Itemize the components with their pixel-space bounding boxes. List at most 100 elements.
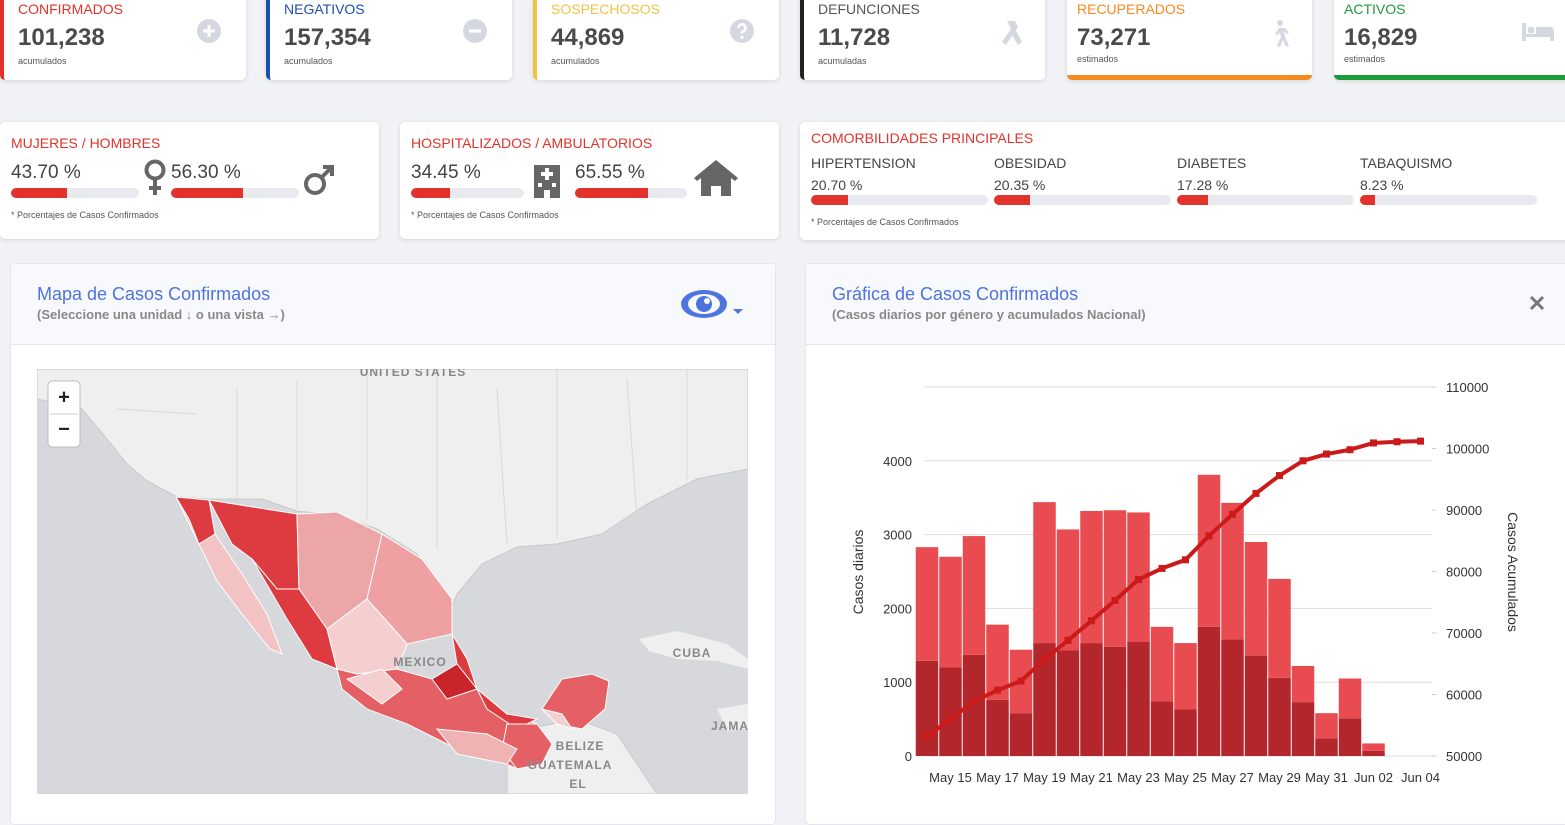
card-value: 44,869 bbox=[551, 24, 625, 51]
panel-subtitle: (Casos diarios por género y acumulados N… bbox=[832, 307, 1146, 322]
progress-track bbox=[1360, 195, 1537, 205]
map-label: MEXICO bbox=[393, 655, 446, 669]
x-tick-label: May 19 bbox=[1023, 770, 1066, 785]
bar bbox=[1197, 626, 1221, 756]
bar bbox=[1315, 713, 1338, 739]
view-selector[interactable] bbox=[679, 287, 749, 321]
percent-label: 17.28 % bbox=[1177, 177, 1229, 193]
bar bbox=[1056, 650, 1080, 756]
bar bbox=[915, 660, 939, 756]
line-marker bbox=[1158, 564, 1166, 572]
line-marker bbox=[1135, 575, 1142, 583]
y2-tick-label: 60000 bbox=[1446, 688, 1482, 703]
x-tick-label: May 23 bbox=[1117, 770, 1160, 785]
panel-subtitle: (Seleccione una unidad ↓ o una vista →) bbox=[37, 307, 285, 322]
female-icon bbox=[144, 159, 166, 195]
question-icon bbox=[730, 19, 754, 43]
x-tick-label: Jun 04 bbox=[1401, 770, 1440, 785]
bar bbox=[1174, 643, 1197, 710]
hospital-panel: HOSPITALIZADOS / AMBULATORIOS 34.45 % 65… bbox=[400, 122, 779, 239]
panel-note: * Porcentajes de Casos Confirmados bbox=[411, 210, 559, 220]
comorbidity-name: OBESIDAD bbox=[994, 155, 1067, 171]
progress-fill bbox=[1360, 195, 1375, 205]
zoom-in[interactable]: + bbox=[58, 386, 70, 408]
bar bbox=[915, 547, 939, 661]
bar bbox=[962, 654, 986, 756]
stat-card: DEFUNCIONES 11,728 acumuladas bbox=[800, 0, 1045, 80]
y2-tick-label: 80000 bbox=[1446, 565, 1482, 580]
map[interactable]: + − UNITED STATES MEXICO CUBA BELIZE GUA… bbox=[37, 369, 748, 794]
card-label: ACTIVOS bbox=[1344, 1, 1406, 17]
x-tick-label: May 31 bbox=[1305, 770, 1348, 785]
line-marker bbox=[1017, 677, 1025, 685]
card-value: 16,829 bbox=[1344, 24, 1418, 51]
bar bbox=[1362, 743, 1385, 751]
bar bbox=[1009, 713, 1033, 756]
bar bbox=[939, 667, 962, 756]
bar bbox=[1127, 641, 1150, 756]
zoom-out[interactable]: − bbox=[58, 418, 70, 440]
minus-icon bbox=[463, 19, 487, 43]
bed-icon bbox=[1522, 23, 1554, 41]
male-icon bbox=[304, 165, 334, 195]
progress-track bbox=[811, 195, 988, 205]
line bbox=[925, 439, 1421, 738]
comorbidity-name: TABAQUISMO bbox=[1360, 155, 1453, 171]
x-tick-label: May 21 bbox=[1070, 770, 1113, 785]
comorbidity-name: HIPERTENSION bbox=[811, 155, 916, 171]
line-marker bbox=[1205, 532, 1213, 540]
progress-fill bbox=[1177, 195, 1208, 205]
y-tick-label: 3000 bbox=[883, 528, 912, 543]
card-value: 157,354 bbox=[284, 24, 371, 51]
plus-icon bbox=[197, 19, 221, 43]
card-note: acumulados bbox=[284, 56, 333, 66]
stat-card: SOSPECHOSOS 44,869 acumulados bbox=[533, 0, 779, 80]
stat-card: NEGATIVOS 157,354 acumulados bbox=[266, 0, 512, 80]
panel-title: HOSPITALIZADOS / AMBULATORIOS bbox=[411, 135, 653, 151]
card-label: SOSPECHOSOS bbox=[551, 1, 660, 17]
panel-note: * Porcentajes de Casos Confirmados bbox=[11, 210, 159, 220]
bar bbox=[986, 699, 1009, 756]
bar bbox=[1033, 643, 1056, 756]
bar bbox=[1056, 529, 1080, 651]
bar bbox=[1080, 510, 1103, 644]
card-note: acumuladas bbox=[818, 56, 867, 66]
percent-label: 65.55 % bbox=[575, 162, 645, 183]
y-tick-label: 0 bbox=[905, 749, 912, 764]
x-tick-label: May 25 bbox=[1164, 770, 1207, 785]
bar bbox=[1197, 474, 1221, 627]
progress-fill bbox=[171, 188, 244, 198]
y-tick-label: 1000 bbox=[883, 675, 912, 690]
ribbon-icon bbox=[1002, 21, 1022, 45]
line-marker bbox=[1393, 438, 1401, 446]
x-tick-label: May 17 bbox=[976, 770, 1019, 785]
x-tick-label: May 15 bbox=[929, 770, 972, 785]
card-note: estimados bbox=[1077, 54, 1119, 64]
y-tick-label: 4000 bbox=[883, 454, 912, 469]
line-marker bbox=[1276, 472, 1283, 480]
line-marker bbox=[1229, 510, 1236, 518]
panel-title: COMORBILIDADES PRINCIPALES bbox=[811, 130, 1034, 146]
progress-track bbox=[411, 188, 524, 198]
bar bbox=[1221, 502, 1244, 640]
stat-card: ACTIVOS 16,829 estimados bbox=[1334, 0, 1565, 80]
close-button[interactable] bbox=[1529, 295, 1545, 311]
line-marker bbox=[994, 686, 1001, 694]
percent-label: 43.70 % bbox=[11, 162, 81, 183]
x-tick-label: Jun 02 bbox=[1354, 770, 1393, 785]
bar bbox=[1174, 709, 1197, 756]
map-label: CUBA bbox=[673, 646, 712, 660]
hospital-icon bbox=[534, 165, 560, 198]
x-tick-label: May 27 bbox=[1211, 770, 1254, 785]
line-marker bbox=[1323, 450, 1330, 458]
map-label: GUATEMALA bbox=[528, 758, 613, 772]
card-label: DEFUNCIONES bbox=[818, 1, 920, 17]
x-tick-label: May 29 bbox=[1258, 770, 1301, 785]
card-note: acumulados bbox=[18, 56, 67, 66]
bar bbox=[1221, 639, 1244, 756]
bar bbox=[962, 536, 986, 655]
bar bbox=[1291, 702, 1315, 756]
map-label: BELIZE bbox=[556, 739, 605, 753]
house-icon bbox=[694, 160, 738, 196]
bar bbox=[1150, 701, 1174, 756]
